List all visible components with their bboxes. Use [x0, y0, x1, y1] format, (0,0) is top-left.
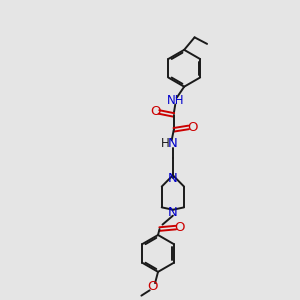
- Text: N: N: [168, 206, 178, 219]
- Text: N: N: [168, 172, 178, 185]
- Text: NH: NH: [167, 94, 184, 106]
- Text: O: O: [147, 280, 157, 293]
- Text: H: H: [160, 137, 169, 150]
- Text: O: O: [150, 106, 160, 118]
- Text: O: O: [187, 121, 197, 134]
- Text: O: O: [175, 221, 185, 234]
- Text: N: N: [168, 137, 178, 150]
